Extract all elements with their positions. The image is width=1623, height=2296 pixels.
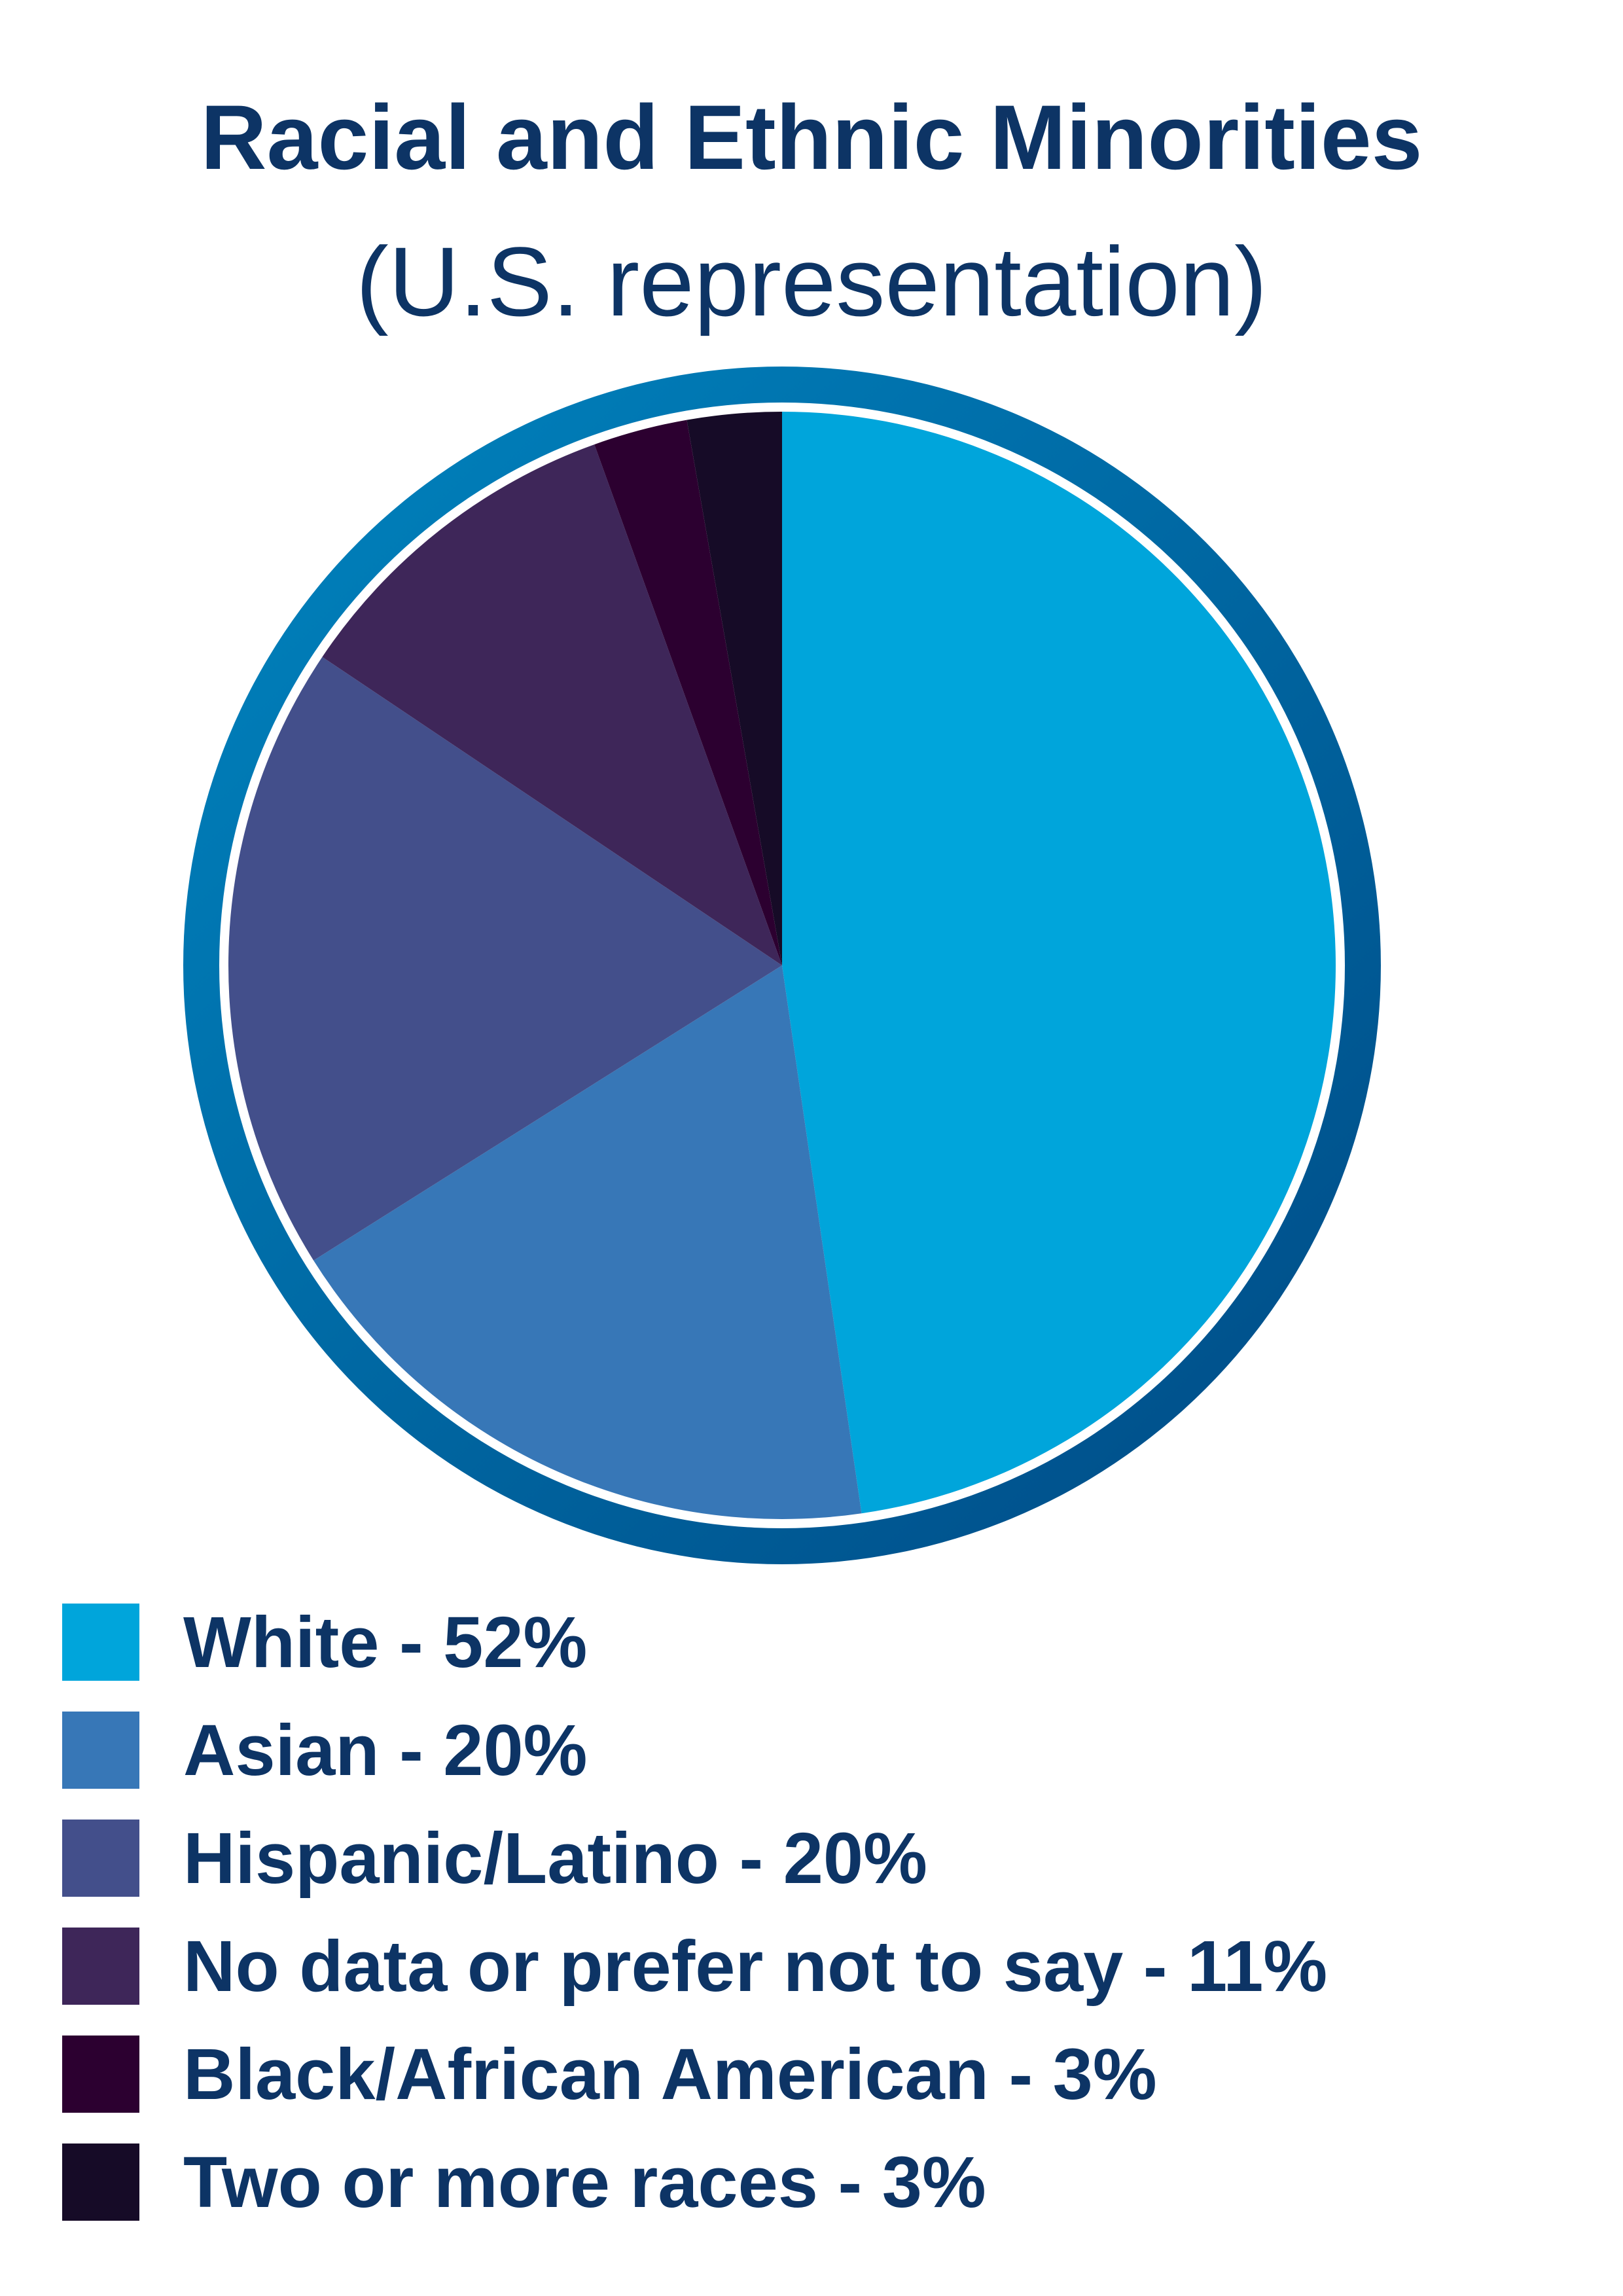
- pie-slice-black-african-american: [594, 420, 782, 965]
- pie-slice-no-data-or-prefer-not-to-say: [322, 444, 782, 965]
- legend-swatch-black-african-american: [62, 2036, 139, 2113]
- pie-slice-hispanic-latino: [228, 656, 783, 1261]
- legend-label-no-data: No data or prefer not to say - 11%: [183, 1926, 1328, 2007]
- legend-swatch-white: [62, 1604, 139, 1681]
- legend-label-asian: Asian - 20%: [183, 1710, 588, 1791]
- legend-label-black-african-american: Black/African American - 3%: [183, 2034, 1157, 2115]
- legend-swatch-no-data: [62, 1928, 139, 2005]
- legend-swatch-asian: [62, 1712, 139, 1789]
- legend-label-two-or-more-races: Two or more races - 3%: [183, 2142, 986, 2223]
- legend-swatch-hispanic-latino: [62, 1820, 139, 1897]
- pie-chart: [183, 367, 1381, 1564]
- legend-label-white: White - 52%: [183, 1602, 588, 1683]
- pie-slice-two-or-more-races: [687, 412, 782, 965]
- chart-title: Racial and Ethnic Minorities: [200, 86, 1423, 188]
- pie-slice-asian: [313, 965, 862, 1519]
- chart-subtitle: (U.S. representation): [355, 226, 1268, 336]
- legend-label-hispanic-latino: Hispanic/Latino - 20%: [183, 1818, 927, 1899]
- legend-swatch-two-or-more-races: [62, 2144, 139, 2221]
- pie-slice-white: [782, 412, 1336, 1514]
